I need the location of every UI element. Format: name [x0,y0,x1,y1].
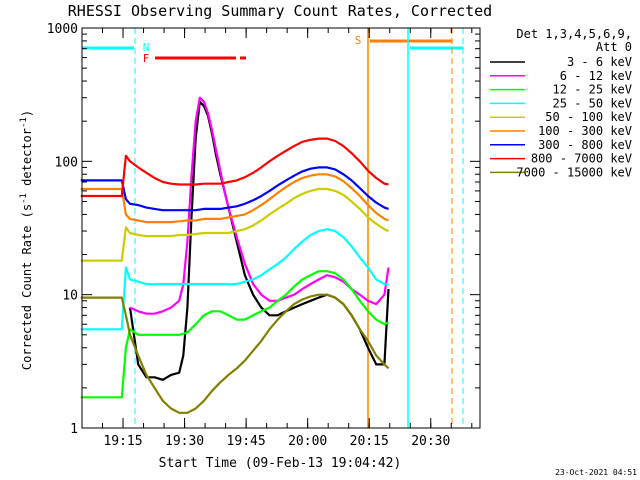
legend-entry-3: 25 - 50 keV [553,96,632,110]
x-tick-label: 20:30 [411,434,450,449]
series-line-6 [80,166,389,212]
y-tick-label: 1 [70,422,78,437]
legend-entry-8: 7000 - 15000 keV [516,165,632,179]
y-label-part1: Corrected Count Rate (s [20,204,34,370]
x-tick-label: 19:15 [103,434,142,449]
legend-entry-2: 12 - 25 keV [553,83,632,97]
legend-entry-6: 300 - 800 keV [538,138,632,152]
annotation-n: N [143,41,150,54]
x-axis-label: Start Time (09-Feb-13 19:04:42) [159,456,402,471]
x-tick-label: 19:45 [227,434,266,449]
y-tick-label: 1000 [47,22,78,37]
y-label-superscript1: -1 [19,193,29,204]
legend-entry-5: 100 - 300 keV [538,124,632,138]
y-tick-label: 10 [62,289,78,304]
annotation-layer: NF S [143,34,362,65]
x-tick-label: 20:15 [350,434,389,449]
y-label-part2: detector [20,128,34,193]
y-tick-label: 100 [55,155,78,170]
series-line-8 [80,293,390,414]
plot-background [82,28,480,428]
y-label-part3: ) [20,110,34,117]
series-line-4 [80,187,389,262]
series-line-3 [80,228,389,331]
series-line-1 [129,96,390,315]
plot-area [82,28,480,428]
legend-header-attenuator: Att 0 [596,40,632,54]
plot-axes: 1 10 100 1000 19:15 19:30 19:45 20:00 20:15 20:30 [47,22,481,449]
series-layer [80,96,390,414]
x-tick-label: 20:00 [288,434,327,449]
timestamp: 23-Oct-2021 04:51 [555,468,637,477]
legend-header-detectors: Det 1,3,4,5,6,9, [516,27,632,41]
y-label-superscript2: -1 [19,117,29,128]
legend-entry-4: 50 - 100 keV [545,110,632,124]
series-line-7 [80,137,389,198]
annotation-f: F [143,52,150,65]
x-tick-label: 19:30 [165,434,204,449]
annotation-s: S [355,34,362,47]
series-line-2 [80,270,389,399]
observing-intervals-overlay [82,28,464,428]
series-line-5 [80,173,389,224]
legend-entry-7: 800 - 7000 keV [531,152,632,166]
chart-title: RHESSI Observing Summary Count Rates, Co… [68,2,492,20]
legend-entry-0: 3 - 6 keV [567,55,632,69]
legend-entry-1: 6 - 12 keV [560,69,632,83]
plot-frame [81,27,481,429]
y-axis-label: Corrected Count Rate (s-1 detector-1) [19,110,34,370]
